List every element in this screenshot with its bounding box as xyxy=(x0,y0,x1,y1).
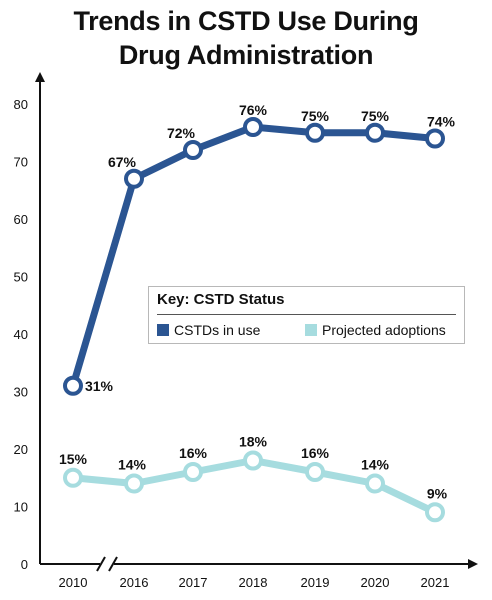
x-tick-label: 2018 xyxy=(239,575,268,590)
data-label: 9% xyxy=(427,485,448,501)
data-label: 14% xyxy=(118,457,147,473)
data-point xyxy=(365,473,385,494)
y-axis-arrowhead xyxy=(35,72,45,82)
legend-item-projected-adoptions: Projected adoptions xyxy=(305,322,446,338)
data-point xyxy=(124,473,144,494)
y-tick-label: 10 xyxy=(14,500,28,515)
legend-item-cstds-in-use: CSTDs in use xyxy=(157,322,260,338)
y-tick-label: 40 xyxy=(14,327,28,342)
data-point xyxy=(425,128,445,149)
data-label: 75% xyxy=(301,108,330,124)
data-point xyxy=(305,462,325,482)
data-label: 75% xyxy=(361,108,390,124)
data-point xyxy=(243,117,263,137)
x-tick-label: 2017 xyxy=(179,575,208,590)
legend-label-projected-adoptions: Projected adoptions xyxy=(322,322,446,338)
data-label: 16% xyxy=(301,445,330,461)
data-label: 15% xyxy=(59,451,88,467)
data-point xyxy=(183,462,203,482)
y-tick-label: 50 xyxy=(14,270,28,285)
y-tick-label: 0 xyxy=(21,557,28,572)
x-tick-label: 2010 xyxy=(59,575,88,590)
legend-title: Key: CSTD Status xyxy=(157,291,285,308)
legend-divider xyxy=(157,314,456,315)
axis-break-mark xyxy=(108,556,118,572)
legend-swatch-projected-adoptions xyxy=(305,324,317,336)
chart-title: Trends in CSTD Use During Drug Administr… xyxy=(0,4,492,72)
legend-label-cstds-in-use: CSTDs in use xyxy=(174,322,261,338)
chart-title-line-1: Trends in CSTD Use During xyxy=(73,6,419,36)
data-label: 67% xyxy=(108,154,137,170)
y-tick-label: 60 xyxy=(14,212,28,227)
y-tick-label: 80 xyxy=(14,97,28,112)
legend-swatch-cstds-in-use xyxy=(157,324,169,336)
data-point xyxy=(63,375,83,396)
data-point xyxy=(365,122,385,143)
x-tick-label: 2019 xyxy=(301,575,330,590)
data-label: 31% xyxy=(85,378,114,394)
data-label: 16% xyxy=(179,445,208,461)
x-tick-label: 2016 xyxy=(120,575,149,590)
data-point xyxy=(243,450,263,471)
chart-title-line-2: Drug Administration xyxy=(118,40,374,70)
data-label: 74% xyxy=(427,114,456,130)
data-label: 14% xyxy=(361,457,390,473)
data-point xyxy=(63,467,83,488)
data-point xyxy=(124,168,144,189)
data-label: 76% xyxy=(239,102,268,118)
data-point xyxy=(305,122,325,143)
data-point xyxy=(425,502,445,523)
y-tick-label: 70 xyxy=(14,155,28,170)
x-axis-arrowhead xyxy=(468,559,478,569)
legend: Key: CSTD Status CSTDs in use Projected … xyxy=(148,286,465,344)
data-label: 72% xyxy=(167,125,196,141)
y-tick-label: 20 xyxy=(14,442,28,457)
data-point xyxy=(183,140,203,160)
x-tick-label: 2021 xyxy=(421,575,450,590)
y-tick-label: 30 xyxy=(14,385,28,400)
axis-break-mark xyxy=(96,556,106,572)
data-label: 18% xyxy=(239,434,268,450)
x-tick-label: 2020 xyxy=(361,575,390,590)
